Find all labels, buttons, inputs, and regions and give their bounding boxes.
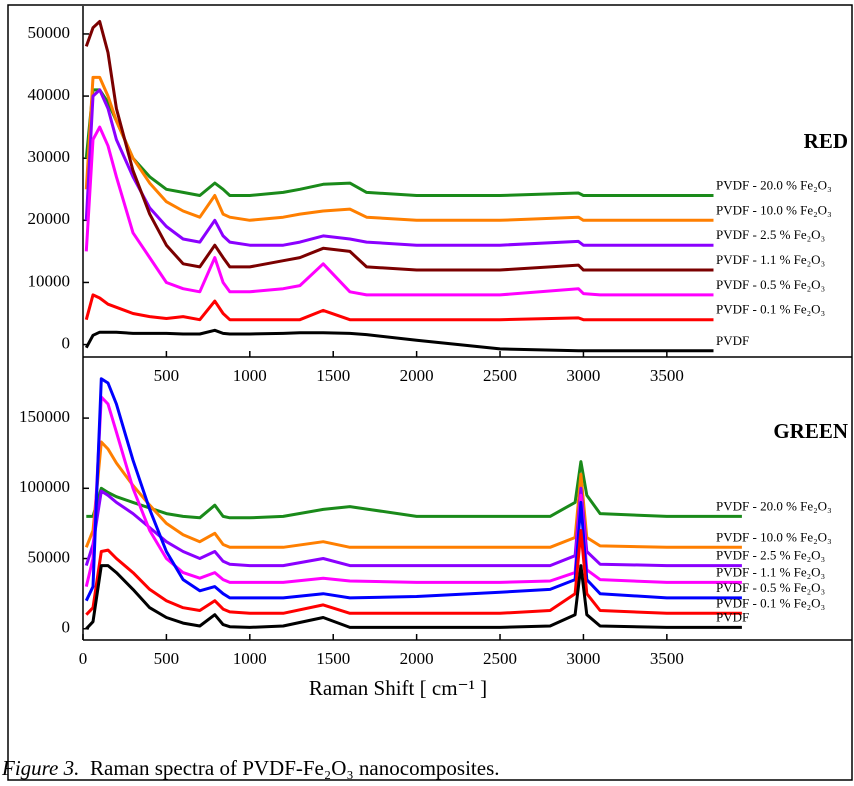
x-tick-label: 3000 xyxy=(566,366,600,385)
spectrum-line xyxy=(84,395,742,587)
legend-label: PVDF - 0.5 % Fe₂O₃ xyxy=(716,277,825,292)
spectrum-line xyxy=(84,20,714,272)
caption-text: Raman spectra of PVDF-Fe₂O₃ nanocomposit… xyxy=(90,756,500,780)
spectrum-line xyxy=(84,486,742,568)
panel-title: GREEN xyxy=(773,419,848,443)
legend-label: PVDF - 10.0 % Fe₂O₃ xyxy=(716,202,832,217)
spectrum-line xyxy=(84,75,714,222)
legend-label: PVDF - 1.1 % Fe₂O₃ xyxy=(716,252,825,267)
spectrum-line xyxy=(84,293,714,322)
x-tick-label: 500 xyxy=(154,649,180,668)
spectrum-line xyxy=(84,328,714,353)
x-tick-label: 2500 xyxy=(483,366,517,385)
x-tick-label: 500 xyxy=(154,366,180,385)
x-tick-label: 3500 xyxy=(650,366,684,385)
y-tick-label: 50000 xyxy=(28,547,71,566)
x-tick-label: 2000 xyxy=(400,649,434,668)
x-tick-label: 2000 xyxy=(400,366,434,385)
figure-frame xyxy=(7,4,853,781)
y-tick-label: 20000 xyxy=(28,209,71,228)
spectrum-line xyxy=(86,460,742,520)
spectrum-line xyxy=(84,440,742,549)
x-tick-label: 1500 xyxy=(316,649,350,668)
y-tick-label: 30000 xyxy=(28,147,71,166)
x-tick-label: 3000 xyxy=(566,649,600,668)
x-tick-label: 1000 xyxy=(233,366,267,385)
spectrum-line xyxy=(84,125,714,297)
x-axis-label: Raman Shift [ cm⁻¹ ] xyxy=(309,676,487,700)
spectrum-line xyxy=(84,88,714,247)
legend-label: PVDF - 1.1 % Fe₂O₃ xyxy=(716,564,825,579)
legend-label: PVDF xyxy=(716,333,749,348)
legend-label: PVDF - 2.5 % Fe₂O₃ xyxy=(716,227,825,242)
spectrum-line xyxy=(85,564,742,630)
y-tick-label: 50000 xyxy=(28,23,71,42)
x-tick-label: 2500 xyxy=(483,649,517,668)
legend-label: PVDF - 0.5 % Fe₂O₃ xyxy=(716,580,825,595)
x-tick-label: 0 xyxy=(79,649,88,668)
x-tick-label: 3500 xyxy=(650,649,684,668)
panel-title: RED xyxy=(804,129,848,153)
legend-label: PVDF - 10.0 % Fe₂O₃ xyxy=(716,529,832,544)
caption-label: Figure 3. xyxy=(1,756,79,780)
legend-label: PVDF - 0.1 % Fe₂O₃ xyxy=(716,595,825,610)
y-tick-label: 0 xyxy=(62,333,71,352)
spectrum-line xyxy=(85,529,742,616)
y-tick-label: 100000 xyxy=(19,477,70,496)
legend-label: PVDF - 20.0 % Fe₂O₃ xyxy=(716,498,832,513)
legend-label: PVDF - 0.1 % Fe₂O₃ xyxy=(716,302,825,317)
x-tick-label: 1000 xyxy=(233,649,267,668)
legend-label: PVDF xyxy=(716,609,749,624)
y-tick-label: 40000 xyxy=(28,85,71,104)
spectrum-line xyxy=(84,377,742,602)
legend-label: PVDF - 2.5 % Fe₂O₃ xyxy=(716,548,825,563)
y-tick-label: 0 xyxy=(62,618,71,637)
y-tick-label: 10000 xyxy=(28,271,71,290)
legend-label: PVDF - 20.0 % Fe₂O₃ xyxy=(716,177,832,192)
y-tick-label: 150000 xyxy=(19,407,70,426)
spectrum-line xyxy=(84,88,714,197)
x-tick-label: 1500 xyxy=(316,366,350,385)
